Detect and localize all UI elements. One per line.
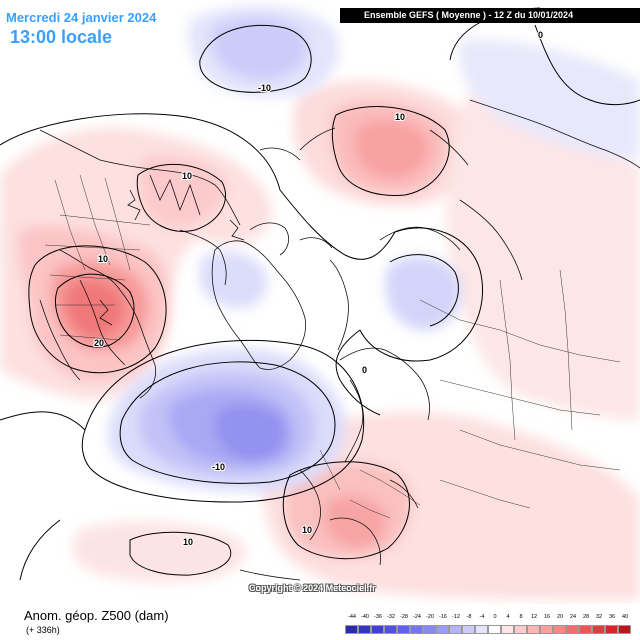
color-scale-legend: -44 -40 -36 -32 -28 -24 -20 -16 -12 -8 -4 0 4 8 12 16 20… [345,614,635,636]
legend-label: 40 [621,614,629,620]
negative-anomaly-shading [108,5,640,492]
contour-label: 10 [395,112,405,122]
legend-swatch [475,625,488,634]
legend-swatch [436,625,449,634]
legend-swatch [384,625,397,634]
legend-swatch [618,625,631,634]
forecast-date: Mercredi 24 janvier 2024 [6,10,157,25]
legend-label: -20 [426,614,434,620]
legend-swatch [592,625,605,634]
coastlines-north-america [39,129,241,399]
legend-label: -12 [452,614,460,620]
positive-anomaly-shading [0,80,640,600]
contour-label: 20 [94,338,104,348]
legend-label: -32 [387,614,395,620]
legend-swatch [345,625,358,634]
legend-swatch [488,625,501,634]
legend-swatch [540,625,553,634]
contour-label: 0 [362,365,367,375]
legend-label: 20 [556,614,564,620]
legend-swatch [527,625,540,634]
map-subtitle: (+ 336h) [26,625,60,635]
legend-label: 4 [506,614,510,620]
copyright-text: Copyright © 2024 Meteociel.fr [249,583,376,593]
legend-swatch [462,625,475,634]
contour-label: 10 [302,525,312,535]
legend-label: -24 [413,614,421,620]
borders-north-america [44,174,151,341]
legend-swatch [410,625,423,634]
legend-swatch [449,625,462,634]
legend-label: -16 [439,614,447,620]
contour-label: -10 [258,83,271,93]
legend-label: 16 [543,614,551,620]
legend-label: -28 [400,614,408,620]
legend-label: -40 [361,614,369,620]
legend-label: -4 [479,614,485,620]
legend-swatch [605,625,618,634]
contour-label: -10 [212,462,225,472]
coastlines-greenland-arctic [211,147,349,370]
borders-eurasia [319,269,621,519]
legend-label: 12 [530,614,538,620]
forecast-time: 13:00 locale [10,27,113,47]
footer-strip [0,604,640,640]
legend-label: 36 [608,614,616,620]
legend-label: 8 [519,614,523,620]
legend-label: -44 [348,614,356,620]
legend-swatch [553,625,566,634]
legend-swatch [423,625,436,634]
map-title: Anom. géop. Z500 (dam) [24,608,169,623]
legend-swatch [566,625,579,634]
contour-label: 0 [538,30,543,40]
legend-label: -8 [466,614,472,620]
legend-label: 28 [582,614,590,620]
legend-swatch [501,625,514,634]
legend-swatch [371,625,384,634]
contour-label: 10 [98,254,108,264]
coastlines-eurasia [239,99,640,581]
legend-label: 0 [493,614,497,620]
model-run-bar: Ensemble GEFS ( Moyenne ) - 12 Z du 10/0… [340,8,640,23]
legend-label: 32 [595,614,603,620]
legend-swatch [514,625,527,634]
contour-label: 10 [183,537,193,547]
legend-swatch [579,625,592,634]
contour-labels: -10 10 10 20 10 -10 10 10 0 0 [93,29,544,548]
legend-label: 24 [569,614,577,620]
contour-label: 10 [182,171,192,181]
legend-label: -36 [374,614,382,620]
legend-swatch [358,625,371,634]
legend-swatch [397,625,410,634]
